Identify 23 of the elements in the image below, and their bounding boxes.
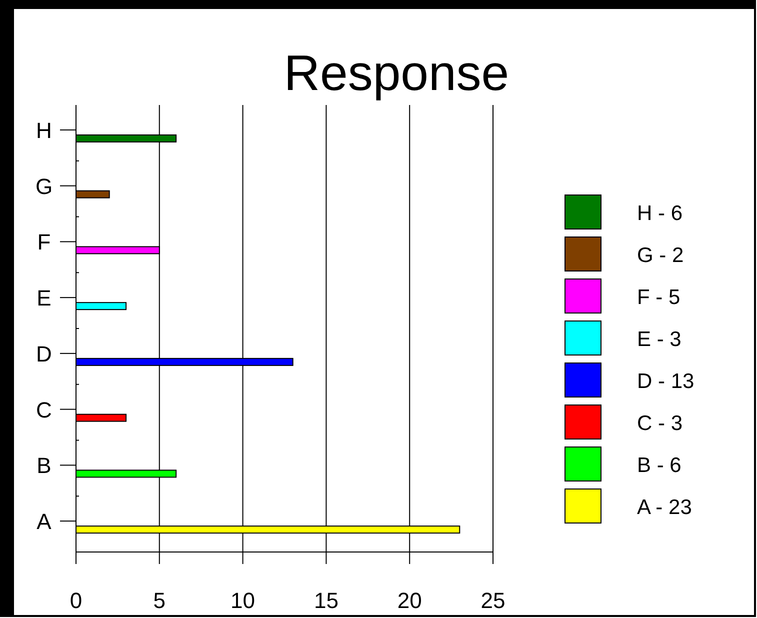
chart-title: Response bbox=[284, 45, 510, 101]
x-tick-label: 10 bbox=[230, 588, 256, 613]
legend-label: F - 5 bbox=[637, 286, 680, 309]
y-tick-label: D bbox=[36, 341, 52, 366]
legend-label: D - 13 bbox=[637, 370, 694, 393]
x-tick-label: 5 bbox=[153, 588, 166, 613]
legend-label: B - 6 bbox=[637, 454, 682, 477]
legend-label: C - 3 bbox=[637, 412, 683, 435]
x-tick-label: 25 bbox=[480, 588, 506, 613]
legend-label: A - 23 bbox=[637, 496, 692, 519]
y-tick-label: B bbox=[36, 453, 52, 478]
x-tick-label: 20 bbox=[397, 588, 422, 613]
legend-label: G - 2 bbox=[637, 244, 684, 267]
y-tick-label: H bbox=[36, 118, 52, 143]
legend-label: H - 6 bbox=[637, 202, 683, 225]
y-tick-label: A bbox=[36, 509, 52, 534]
x-tick-label: 15 bbox=[314, 588, 338, 613]
y-tick-label: G bbox=[35, 174, 53, 199]
y-tick-label: F bbox=[37, 230, 51, 255]
y-tick-label: C bbox=[36, 397, 52, 422]
y-tick-label: E bbox=[36, 286, 52, 311]
x-tick-label: 0 bbox=[70, 588, 82, 613]
legend-label: E - 3 bbox=[637, 328, 682, 351]
